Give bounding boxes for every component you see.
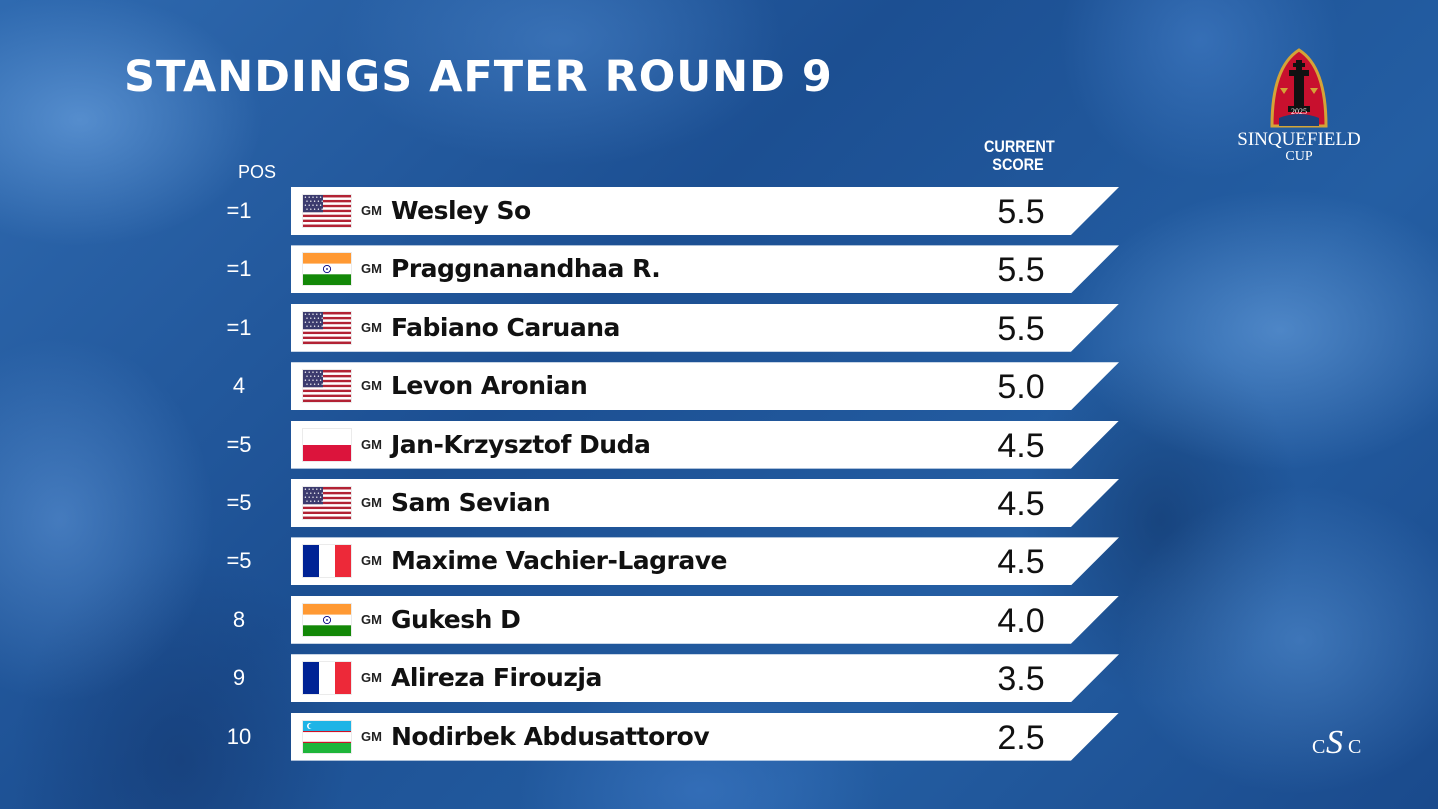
table-row: =5 GM Jan-Krzysztof Duda 4.5 xyxy=(0,420,1438,469)
player-name: Fabiano Caruana xyxy=(391,312,620,342)
player-title: GM xyxy=(361,728,382,744)
player-name: Maxime Vachier-Lagrave xyxy=(391,546,728,576)
cup-shield-icon xyxy=(1270,48,1328,128)
position-label: =1 xyxy=(226,256,252,282)
cup-wordmark-line2: CUP xyxy=(1285,149,1313,164)
table-row: =5 GM Sam Sevian 4.5 xyxy=(0,479,1438,527)
player-score: 2.5 xyxy=(997,718,1045,757)
cup-wordmark: SINQUEFIELD CUP xyxy=(1232,130,1366,164)
usa-flag-icon xyxy=(303,311,351,344)
player-score: 4.5 xyxy=(997,485,1045,523)
player-title: GM xyxy=(361,611,382,627)
player-score: 4.0 xyxy=(997,601,1045,640)
position-label: 9 xyxy=(232,665,246,691)
player-title: GM xyxy=(361,553,382,569)
player-bar: GM Jan-Krzysztof Duda 4.5 xyxy=(291,420,1119,469)
player-name: Wesley So xyxy=(391,196,531,225)
player-bar: GM Levon Aronian 5.0 xyxy=(291,362,1119,411)
table-row: 4 GM Levon Aronian 5.0 xyxy=(0,362,1438,411)
player-title: GM xyxy=(361,378,382,394)
position-label: =5 xyxy=(226,490,252,515)
position-label: =5 xyxy=(226,548,252,574)
france-flag-icon xyxy=(303,662,351,695)
table-row: 10 GM Nodirbek Abdusattorov 2.5 xyxy=(0,712,1438,761)
position-label: =1 xyxy=(226,314,252,340)
player-bar: GM Fabiano Caruana 5.5 xyxy=(291,303,1119,352)
player-bar: GM Wesley So 5.5 xyxy=(291,187,1119,235)
player-name: Gukesh D xyxy=(391,604,521,634)
player-score: 5.5 xyxy=(997,251,1045,290)
player-title: GM xyxy=(361,436,382,452)
club-monogram-logo: C S C xyxy=(1306,722,1370,774)
player-title: GM xyxy=(361,261,382,277)
player-score: 5.5 xyxy=(997,309,1045,348)
cup-year: 2025 xyxy=(1291,107,1307,116)
player-title: GM xyxy=(361,319,382,335)
position-label: 4 xyxy=(232,373,246,399)
score-column-header: CURRENT SCORE xyxy=(984,137,1055,174)
player-title: GM xyxy=(361,670,382,686)
table-row: =5 GM Maxime Vachier-Lagrave 4.5 xyxy=(0,537,1438,586)
page-title: STANDINGS AFTER ROUND 9 xyxy=(124,52,833,102)
table-row: =1 GM Praggnanandhaa R. 5.5 xyxy=(0,245,1438,294)
uzbekistan-flag-icon xyxy=(303,720,351,753)
player-bar: GM Sam Sevian 4.5 xyxy=(291,479,1119,527)
player-name: Sam Sevian xyxy=(391,488,551,517)
table-row: =1 GM Wesley So 5.5 xyxy=(0,187,1438,235)
monogram-letter: S xyxy=(1326,724,1343,761)
india-flag-icon xyxy=(303,253,351,286)
position-label: 8 xyxy=(232,606,246,632)
sinquefield-cup-logo: 2025 SINQUEFIELD CUP xyxy=(1232,48,1366,170)
position-label: =5 xyxy=(226,431,252,457)
cup-wordmark-line1: SINQUEFIELD xyxy=(1237,129,1361,150)
score-header-line2: SCORE xyxy=(992,155,1044,174)
table-row: 9 GM Alireza Firouzja 3.5 xyxy=(0,654,1438,703)
player-title: GM xyxy=(361,203,382,218)
player-score: 4.5 xyxy=(997,426,1045,465)
score-header-line1: CURRENT xyxy=(984,137,1055,156)
table-row: =1 GM Fabiano Caruana 5.5 xyxy=(0,303,1438,352)
player-name: Alireza Firouzja xyxy=(391,663,602,693)
usa-flag-icon xyxy=(303,195,351,227)
poland-flag-icon xyxy=(303,428,351,461)
player-score: 5.5 xyxy=(997,193,1045,231)
monogram-letter: C xyxy=(1348,736,1362,758)
player-bar: GM Nodirbek Abdusattorov 2.5 xyxy=(291,712,1119,761)
player-name: Praggnanandhaa R. xyxy=(391,254,661,284)
player-name: Jan-Krzysztof Duda xyxy=(391,429,651,459)
player-bar: GM Alireza Firouzja 3.5 xyxy=(291,654,1119,703)
india-flag-icon xyxy=(303,603,351,636)
pos-column-header: POS xyxy=(238,162,277,182)
usa-flag-icon xyxy=(303,487,351,519)
player-score: 4.5 xyxy=(997,543,1045,582)
player-score: 3.5 xyxy=(997,660,1045,699)
player-score: 5.0 xyxy=(997,368,1045,407)
usa-flag-icon xyxy=(303,370,351,403)
position-label: =1 xyxy=(226,198,252,223)
player-name: Levon Aronian xyxy=(391,371,588,401)
table-row: 8 GM Gukesh D 4.0 xyxy=(0,595,1438,644)
player-bar: GM Maxime Vachier-Lagrave 4.5 xyxy=(291,537,1119,586)
player-name: Nodirbek Abdusattorov xyxy=(391,721,710,751)
position-label: 10 xyxy=(226,723,252,749)
monogram-letter: C xyxy=(1312,736,1326,758)
player-title: GM xyxy=(361,495,382,510)
player-bar: GM Gukesh D 4.0 xyxy=(291,595,1119,644)
player-bar: GM Praggnanandhaa R. 5.5 xyxy=(291,245,1119,294)
france-flag-icon xyxy=(303,545,351,578)
